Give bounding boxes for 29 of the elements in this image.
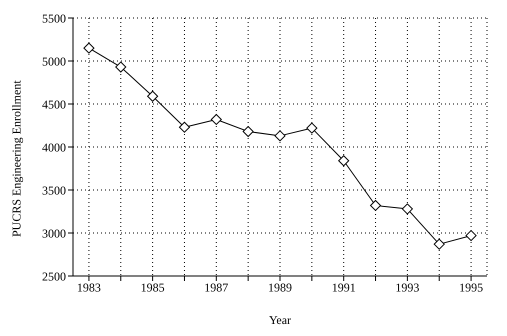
point [210, 114, 222, 125]
y-tick-label: 3500 [42, 183, 66, 198]
point [306, 122, 318, 134]
x-tick-label: 1983 [76, 280, 101, 295]
y-tick-label: 5000 [42, 54, 66, 68]
point [466, 230, 477, 242]
x-tick-label: 1995 [459, 280, 484, 295]
x-tick-label: 1993 [395, 280, 420, 295]
point [242, 126, 254, 138]
point [178, 122, 190, 133]
x-tick-label: 1987 [204, 280, 228, 295]
y-tick-label: 5500 [42, 11, 66, 26]
point [434, 238, 445, 250]
y-tick-label: 4000 [42, 140, 66, 154]
y-tick-label: 3000 [42, 226, 66, 240]
x-tick-label: 1991 [332, 280, 356, 295]
point [83, 42, 94, 54]
y-tick-label: 4500 [42, 97, 66, 112]
x-tick-label: 1989 [268, 280, 292, 295]
point [402, 203, 413, 214]
point [338, 155, 350, 166]
x-axis-title: Year [268, 313, 292, 327]
x-tick-label: 1985 [140, 280, 165, 295]
point [370, 200, 382, 211]
point [147, 90, 158, 102]
y-tick-label: 2500 [42, 269, 66, 284]
y-axis-title: PUCRS Engineering Enrollment [9, 80, 24, 237]
point [115, 62, 126, 73]
point [274, 130, 286, 142]
